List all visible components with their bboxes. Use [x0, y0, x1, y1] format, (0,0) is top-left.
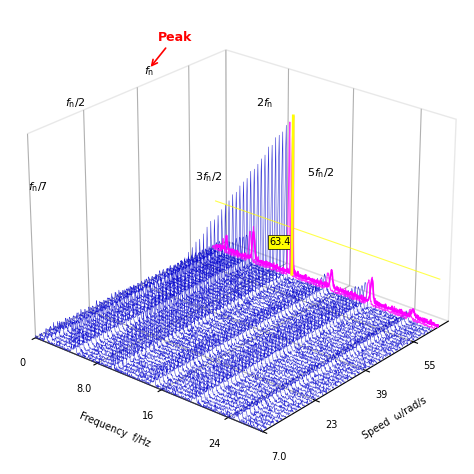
Text: $f_{\rm n}$: $f_{\rm n}$ — [144, 64, 155, 78]
Text: $5f_{\rm n}/2$: $5f_{\rm n}/2$ — [307, 166, 334, 180]
X-axis label: Frequency  f/Hz: Frequency f/Hz — [78, 411, 152, 449]
Text: $f_{\rm n}/2$: $f_{\rm n}/2$ — [65, 96, 86, 110]
Text: $3f_{\rm n}/2$: $3f_{\rm n}/2$ — [195, 171, 223, 184]
Text: $f_{\rm n}/7$: $f_{\rm n}/7$ — [28, 180, 48, 193]
Y-axis label: Speed  ω/rad/s: Speed ω/rad/s — [361, 395, 428, 441]
Text: 63.4: 63.4 — [270, 237, 291, 247]
Text: $2f_{\rm n}$: $2f_{\rm n}$ — [255, 96, 273, 110]
Text: Peak: Peak — [158, 31, 192, 44]
